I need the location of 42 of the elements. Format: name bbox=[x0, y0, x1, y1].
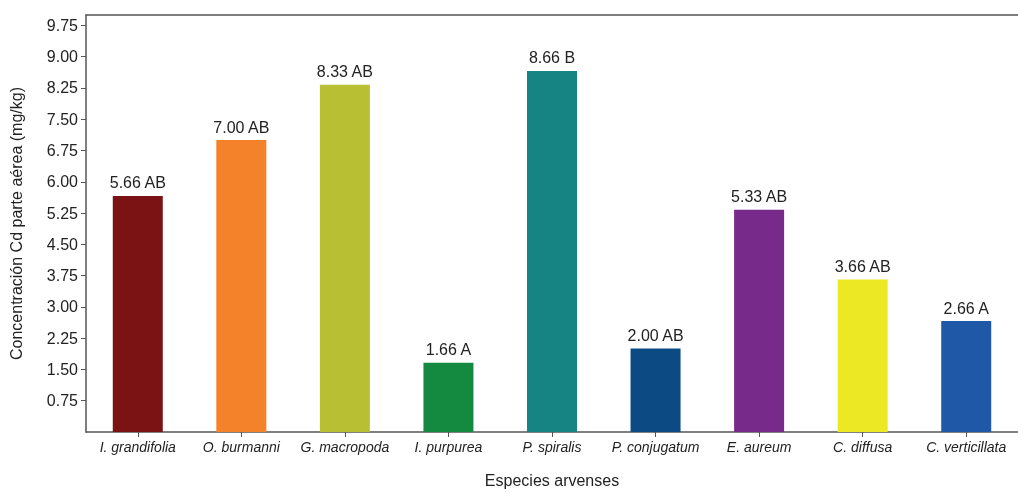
x-tick-label: P. spiralis bbox=[522, 439, 582, 455]
x-tick-label: C. diffusa bbox=[833, 439, 893, 455]
y-tick-label: 9.00 bbox=[46, 48, 79, 66]
y-tick-label: 0.75 bbox=[46, 392, 79, 410]
data-label: 7.00 AB bbox=[213, 118, 270, 136]
data-label: 5.33 AB bbox=[731, 188, 788, 206]
x-tick-label: I. grandifolia bbox=[99, 439, 177, 455]
y-tick-label: 1.50 bbox=[46, 360, 79, 378]
bar bbox=[112, 195, 163, 432]
y-tick-label: 4.50 bbox=[46, 235, 79, 253]
data-label: 1.66 A bbox=[425, 341, 472, 359]
bar bbox=[734, 209, 785, 432]
x-tick-label: C. verticillata bbox=[926, 439, 1007, 455]
bar bbox=[837, 279, 888, 432]
data-label: 2.00 AB bbox=[627, 327, 684, 345]
bar bbox=[527, 70, 577, 432]
x-tick-label: P. conjugatum bbox=[611, 439, 700, 455]
x-tick-label: O. burmanni bbox=[202, 439, 281, 455]
x-axis-title: Especies arvenses bbox=[484, 471, 620, 489]
x-tick-label: I. purpurea bbox=[414, 439, 483, 455]
data-label: 3.66 AB bbox=[834, 257, 891, 275]
y-axis-title: Concentración Cd parte aérea (mg/kg) bbox=[7, 86, 25, 361]
bar bbox=[216, 140, 267, 432]
y-tick-label: 5.25 bbox=[46, 204, 79, 222]
bar bbox=[630, 348, 681, 432]
data-label: 8.66 B bbox=[528, 49, 576, 67]
bar bbox=[941, 321, 992, 432]
x-tick-label: G. macropoda bbox=[300, 439, 390, 455]
y-tick-label: 3.00 bbox=[46, 298, 79, 316]
data-label: 5.66 AB bbox=[109, 174, 166, 192]
y-tick-label: 9.75 bbox=[46, 16, 79, 34]
x-tick-label: E. aureum bbox=[726, 439, 792, 455]
y-tick-label: 6.75 bbox=[46, 142, 79, 160]
bar bbox=[423, 362, 474, 432]
y-tick-label: 3.75 bbox=[46, 267, 79, 285]
data-label: 2.66 A bbox=[943, 299, 990, 317]
bar bbox=[319, 84, 370, 432]
y-tick-label: 8.25 bbox=[46, 79, 79, 97]
y-tick-label: 7.50 bbox=[46, 110, 79, 128]
y-tick-label: 6.00 bbox=[46, 173, 79, 191]
data-label: 8.33 AB bbox=[316, 63, 373, 81]
y-tick-label: 2.25 bbox=[46, 329, 79, 347]
